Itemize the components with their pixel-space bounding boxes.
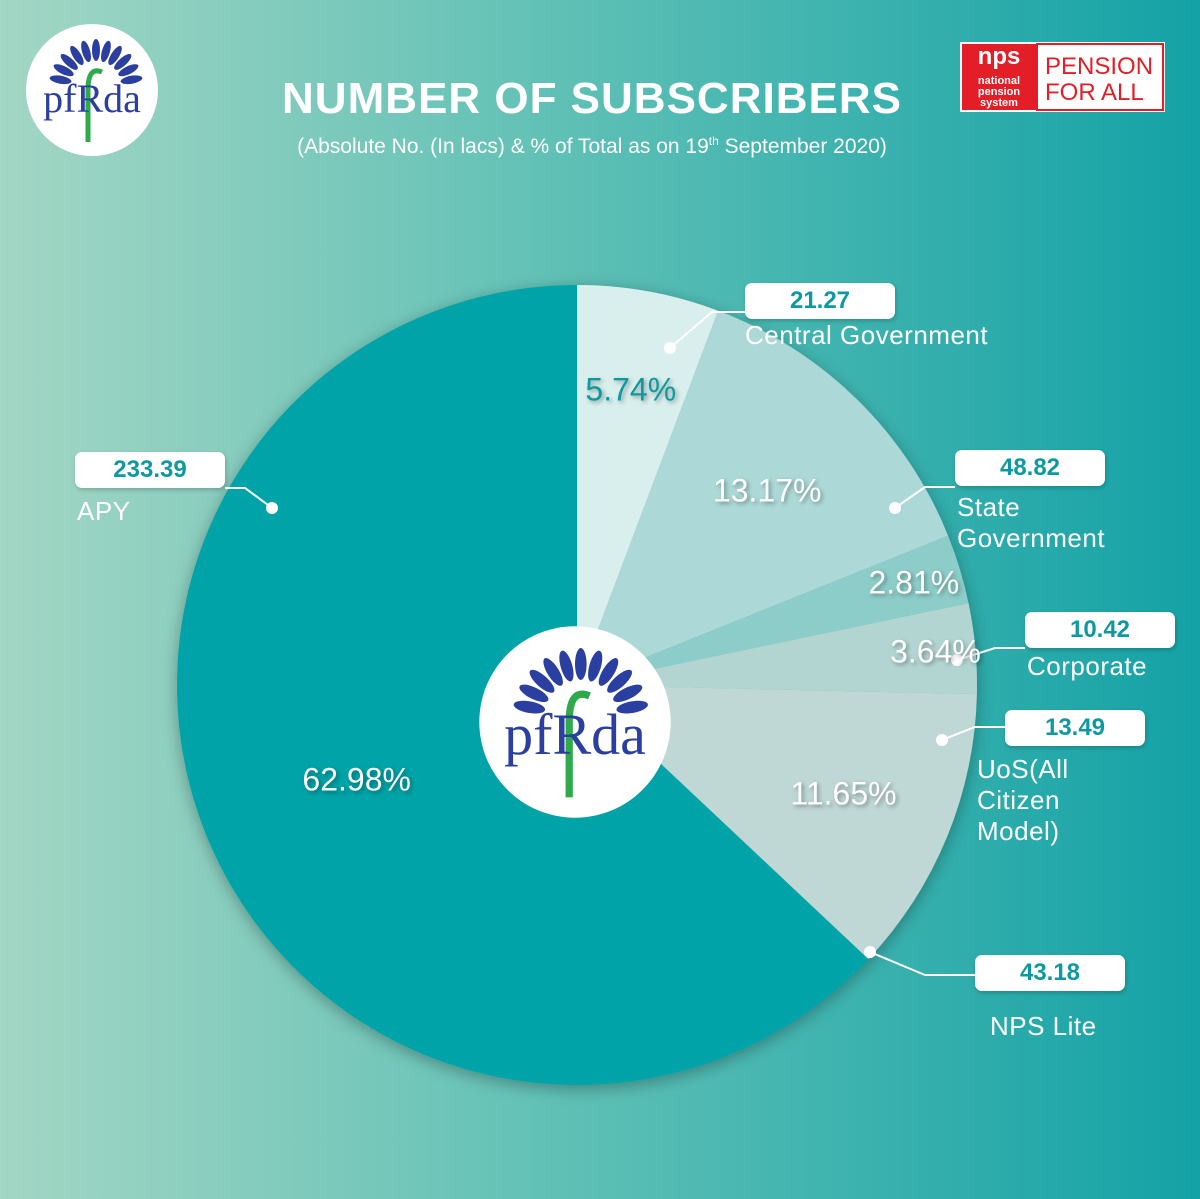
pie-slice xyxy=(577,603,978,695)
tagline: FOR ALL xyxy=(1045,79,1144,106)
nps-sub: system xyxy=(980,97,1018,109)
nps-sub: national xyxy=(978,75,1020,87)
petal xyxy=(101,40,111,63)
leader-line xyxy=(225,487,273,509)
percent-label: 3.64% xyxy=(890,633,981,670)
category-label: NPS Lite xyxy=(990,1011,1097,1041)
petal xyxy=(519,684,549,703)
category-label: Corporate xyxy=(1027,651,1148,681)
pie-slice xyxy=(577,310,949,685)
petal xyxy=(60,53,78,70)
petal xyxy=(92,39,100,61)
pfrda-logo: pfRda xyxy=(26,24,158,156)
petal xyxy=(529,669,555,693)
percent-label: 62.98% xyxy=(302,761,411,798)
petal xyxy=(513,700,546,714)
petal xyxy=(575,648,587,680)
leader-dot xyxy=(864,946,876,958)
leader-line xyxy=(956,647,1025,661)
petal xyxy=(598,658,619,686)
category-label: UoS(All Citizen Model) xyxy=(977,754,1069,846)
leader-line xyxy=(869,951,975,976)
absolute-value: 13.49 xyxy=(1005,710,1145,746)
category-label: APY xyxy=(77,496,131,526)
nps-sub: pension xyxy=(978,86,1020,98)
petal xyxy=(49,75,72,85)
petal xyxy=(120,75,143,85)
leader-line xyxy=(669,311,745,349)
percent-label: 13.17% xyxy=(712,472,822,509)
percent-label: 2.81% xyxy=(868,564,960,601)
petal xyxy=(118,64,139,77)
logo-text: pfRda xyxy=(504,702,646,767)
subtitle-text: September 2020) xyxy=(718,135,887,158)
petal xyxy=(613,684,643,703)
leader-dot xyxy=(936,734,948,746)
leader-dot xyxy=(664,342,676,354)
petal xyxy=(81,40,91,63)
petal xyxy=(53,64,74,77)
leader-line xyxy=(941,726,1005,741)
pie-slice xyxy=(577,685,977,960)
leader-line xyxy=(894,486,955,509)
pie-slice xyxy=(577,285,719,685)
category-label: State Government xyxy=(957,492,1106,553)
leader-dot xyxy=(951,654,963,666)
petal xyxy=(616,700,648,714)
percent-label: 11.65% xyxy=(790,775,897,812)
title: NUMBER OF SUBSCRIBERS xyxy=(282,74,902,123)
absolute-value: 233.39 xyxy=(75,452,225,488)
absolute-value: 21.27 xyxy=(745,283,895,319)
nps-text: nps xyxy=(978,43,1021,70)
category-label: Central Government xyxy=(745,320,989,350)
petal xyxy=(559,650,574,682)
tagline: PENSION xyxy=(1045,53,1153,80)
petal xyxy=(108,45,122,66)
callouts xyxy=(225,311,1025,976)
petal xyxy=(543,658,563,686)
petal xyxy=(70,45,84,66)
subtitle-sup: th xyxy=(708,134,719,148)
nps-logo: nps national pension system PENSION FOR … xyxy=(960,42,1165,112)
pie-slice xyxy=(577,535,969,685)
center-logo: pfRda xyxy=(479,626,671,818)
petal xyxy=(607,669,633,693)
absolute-value: 48.82 xyxy=(955,450,1105,486)
logo-text: pfRda xyxy=(43,76,141,121)
leader-dot xyxy=(889,502,901,514)
percent-label: 5.74% xyxy=(585,371,677,408)
leader-dot xyxy=(266,502,278,514)
subtitle-text: (Absolute No. (In lacs) & % of Total as … xyxy=(297,135,709,158)
absolute-value: 43.18 xyxy=(975,955,1125,991)
petal xyxy=(114,53,132,70)
subtitle: (Absolute No. (In lacs) & % of Total as … xyxy=(0,134,1184,159)
absolute-value: 10.42 xyxy=(1025,612,1175,648)
petal xyxy=(588,650,603,682)
